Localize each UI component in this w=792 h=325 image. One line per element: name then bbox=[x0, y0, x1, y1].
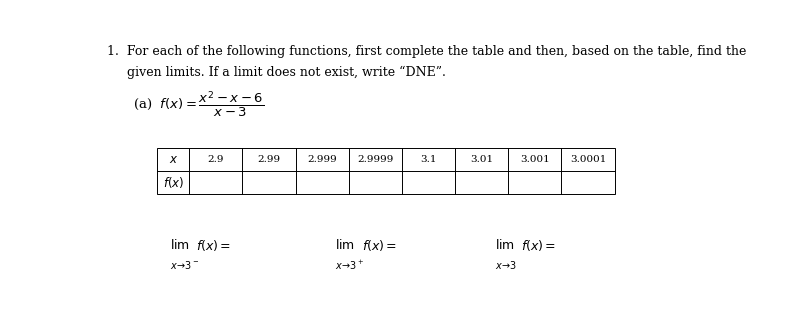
Text: $f(x) =$: $f(x) =$ bbox=[521, 238, 557, 253]
Bar bbox=[158, 148, 615, 194]
Text: $\lim$: $\lim$ bbox=[335, 239, 356, 253]
Text: $x\!\to\!3^-$: $x\!\to\!3^-$ bbox=[169, 259, 199, 271]
Text: $f(x) =$: $f(x) =$ bbox=[362, 238, 397, 253]
Text: 2.9: 2.9 bbox=[208, 155, 224, 164]
Text: $f(x)$: $f(x)$ bbox=[162, 175, 184, 190]
Text: $\lim$: $\lim$ bbox=[495, 239, 515, 253]
Text: 2.999: 2.999 bbox=[307, 155, 337, 164]
Text: $f(x) =$: $f(x) =$ bbox=[196, 238, 231, 253]
Text: (a)  $f(x) = \dfrac{x^2 - x - 6}{x - 3}$: (a) $f(x) = \dfrac{x^2 - x - 6}{x - 3}$ bbox=[133, 89, 264, 119]
Text: 2.99: 2.99 bbox=[257, 155, 280, 164]
Text: 1.  For each of the following functions, first complete the table and then, base: 1. For each of the following functions, … bbox=[107, 45, 746, 58]
Text: 3.01: 3.01 bbox=[470, 155, 493, 164]
Text: $x$: $x$ bbox=[169, 153, 178, 166]
Text: 3.001: 3.001 bbox=[520, 155, 550, 164]
Text: $x\!\to\!3^+$: $x\!\to\!3^+$ bbox=[335, 259, 364, 272]
Text: 2.9999: 2.9999 bbox=[357, 155, 394, 164]
Text: $\lim$: $\lim$ bbox=[169, 239, 189, 253]
Text: given limits. If a limit does not exist, write “DNE”.: given limits. If a limit does not exist,… bbox=[107, 65, 446, 79]
Text: 3.0001: 3.0001 bbox=[569, 155, 606, 164]
Text: 3.1: 3.1 bbox=[421, 155, 436, 164]
Text: $x\!\to\!3$: $x\!\to\!3$ bbox=[495, 259, 517, 271]
